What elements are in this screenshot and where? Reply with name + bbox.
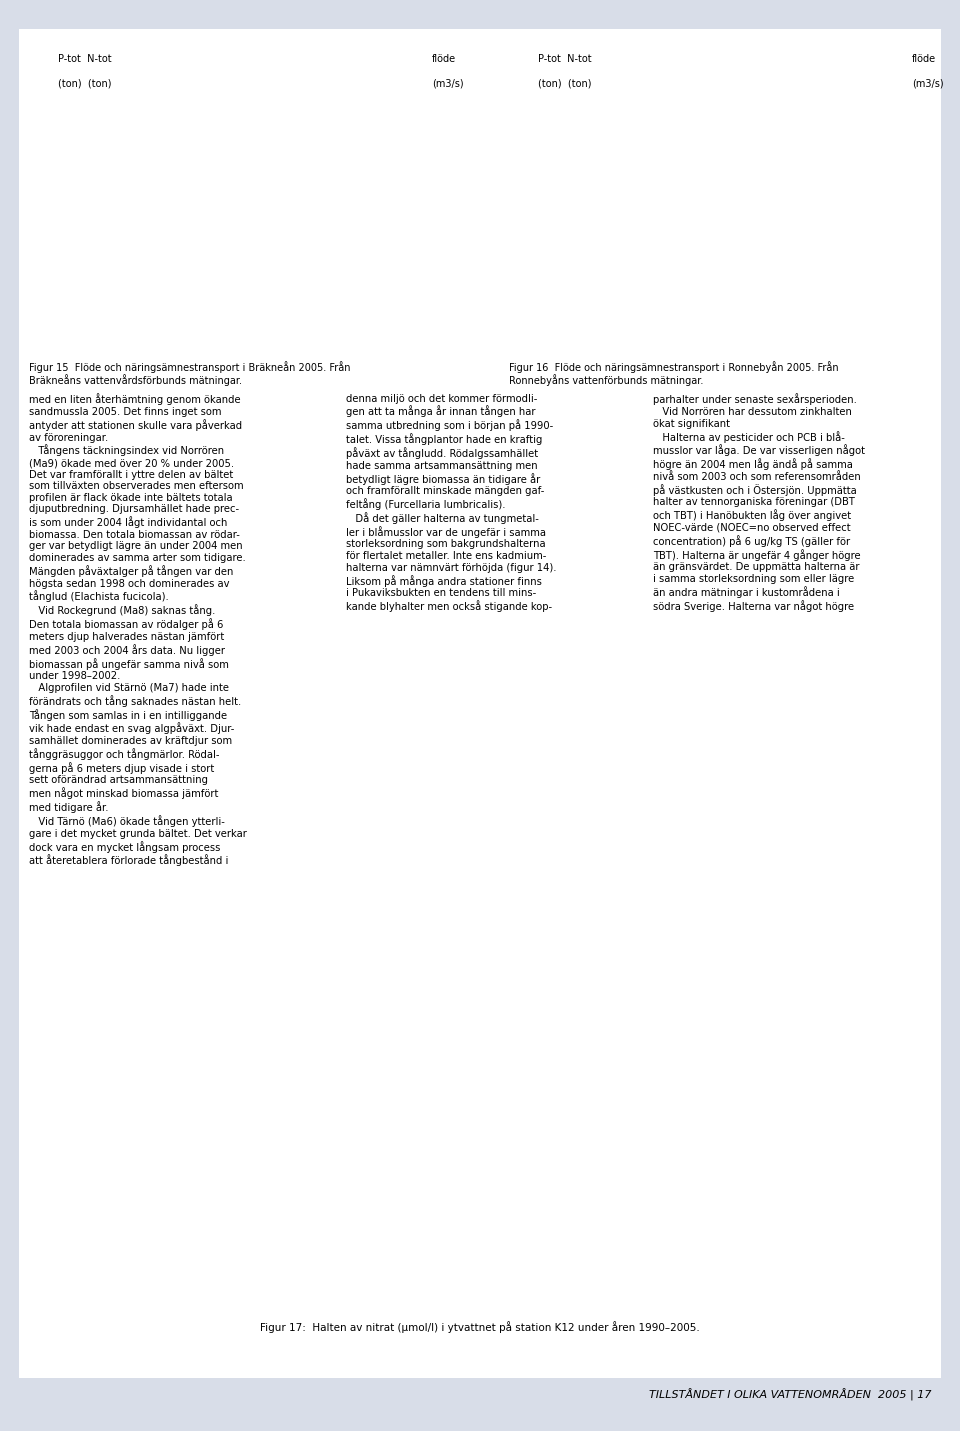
Bar	[619, 124, 631, 351]
Bar	[200, 206, 222, 351]
Bar	[772, 278, 783, 351]
Text: P-tot  N-tot: P-tot N-tot	[58, 54, 111, 64]
Bar	[110, 132, 132, 351]
Bar	[744, 236, 756, 351]
Bar	[801, 278, 812, 351]
Bar	[277, 206, 300, 351]
Bar	[647, 256, 659, 351]
Text: (ton)  (ton): (ton) (ton)	[538, 79, 591, 89]
Bar	[857, 278, 869, 351]
Bar	[789, 326, 801, 351]
Bar	[590, 190, 602, 351]
Text: parhalter under senaste sexårsperioden.
   Vid Norrören har dessutom zinkhalten
: parhalter under senaste sexårsperioden. …	[653, 394, 865, 611]
Text: Figur 16  Flöde och näringsämnestransport i Ronnebyån 2005. Från
Ronnebyåns vatt: Figur 16 Flöde och näringsämnestransport…	[509, 361, 838, 386]
Bar	[255, 193, 277, 351]
Bar	[389, 342, 411, 351]
Bar	[732, 236, 744, 351]
Text: Figur 17:  Halten av nitrat (μmol/l) i ytvattnet på station K12 under åren 1990–: Figur 17: Halten av nitrat (μmol/l) i yt…	[260, 1321, 700, 1332]
Bar	[760, 312, 772, 351]
Text: P-tot  N-tot: P-tot N-tot	[538, 54, 591, 64]
Bar	[687, 298, 699, 351]
Text: med en liten återhämtning genom ökande
sandmussla 2005. Det finns inget som
anty: med en liten återhämtning genom ökande s…	[29, 394, 247, 867]
Bar	[659, 207, 670, 351]
Bar	[166, 220, 188, 351]
Bar	[631, 142, 642, 351]
Text: (ton)  (ton): (ton) (ton)	[58, 79, 111, 89]
Bar	[144, 202, 166, 351]
Legend: N-tot, P-tot, flode: N-tot, P-tot, flode	[351, 82, 411, 129]
Bar	[311, 318, 333, 351]
Text: (m3/s): (m3/s)	[432, 79, 464, 89]
Bar	[817, 302, 828, 351]
Bar	[333, 280, 355, 351]
Bar	[602, 225, 613, 351]
Bar	[88, 100, 110, 351]
Text: TILLSTÅNDET I OLIKA VATTENOMRÅDEN  2005 | 17: TILLSTÅNDET I OLIKA VATTENOMRÅDEN 2005 |…	[649, 1390, 931, 1401]
Legend: N-tot, P-tot, flode: N-tot, P-tot, flode	[831, 82, 891, 129]
Bar	[828, 246, 840, 351]
Text: Figur 15  Flöde och näringsämnestransport i Bräkneån 2005. Från
Bräkneåns vatten: Figur 15 Flöde och näringsämnestransport…	[29, 361, 350, 386]
Bar	[367, 346, 389, 351]
Text: (m3/s): (m3/s)	[912, 79, 944, 89]
Text: flöde: flöde	[912, 54, 936, 64]
Bar	[563, 74, 574, 351]
Bar	[222, 243, 244, 351]
Bar	[885, 249, 897, 351]
Bar	[676, 316, 687, 351]
Bar	[715, 249, 727, 351]
Text: flöde: flöde	[432, 54, 456, 64]
Bar	[704, 305, 715, 351]
Bar	[874, 280, 885, 351]
Bar	[846, 278, 857, 351]
Bar	[574, 103, 586, 351]
Text: denna miljö och det kommer förmodli-
gen att ta många år innan tången har
samma : denna miljö och det kommer förmodli- gen…	[346, 394, 556, 612]
